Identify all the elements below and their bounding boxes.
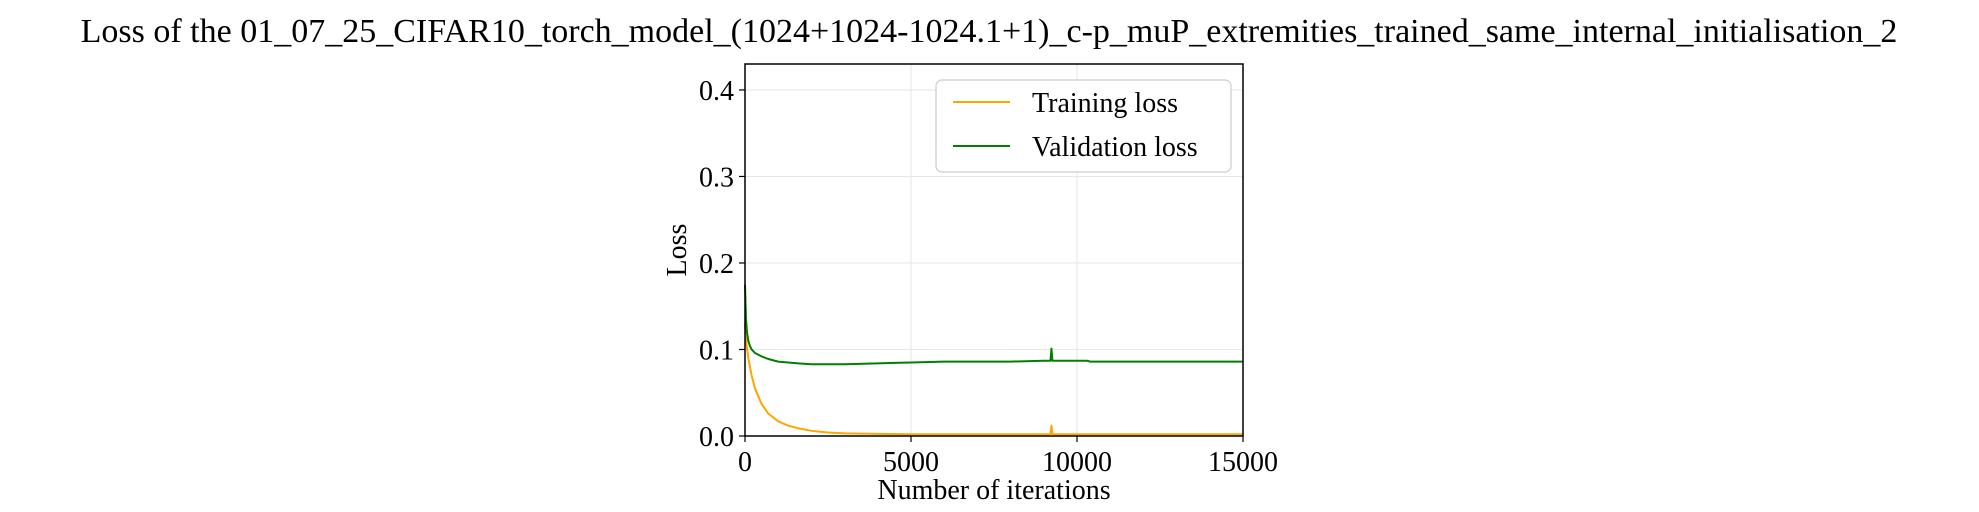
validation-loss-line: [744, 284, 1243, 366]
x-tick-label: 15000: [1208, 447, 1278, 478]
chart-title: Loss of the 01_07_25_CIFAR10_torch_model…: [81, 13, 1898, 50]
training-loss-line: [744, 323, 1243, 436]
legend: Training loss Validation loss: [935, 79, 1232, 173]
plot-frame: [744, 63, 1244, 437]
y-axis-label: Loss: [662, 224, 693, 277]
series-layer: [744, 284, 1243, 436]
y-tick-label: 0.1: [699, 335, 734, 366]
x-tick-label: 5000: [883, 447, 939, 478]
legend-label-validation: Validation loss: [1032, 132, 1198, 163]
y-tick-label: 0.3: [699, 162, 734, 193]
y-tick-label: 0.2: [699, 249, 734, 280]
y-tick-label: 0.0: [699, 422, 734, 453]
x-tick-label: 0: [738, 447, 752, 478]
y-axis: 0.0 0.1 0.2 0.3 0.4: [699, 76, 745, 453]
x-axis-label: Number of iterations: [877, 475, 1110, 506]
x-tick-label: 10000: [1042, 447, 1112, 478]
x-axis: 0 5000 10000 15000: [738, 436, 1278, 478]
legend-label-training: Training loss: [1032, 88, 1178, 119]
y-tick-label: 0.4: [699, 76, 734, 107]
